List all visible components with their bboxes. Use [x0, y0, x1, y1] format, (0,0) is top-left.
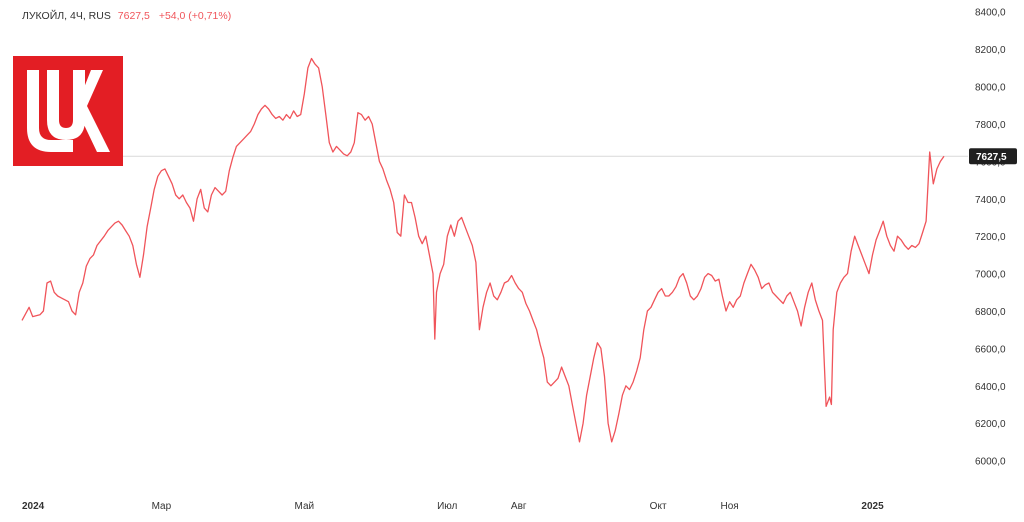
x-tick-label: Май [295, 501, 315, 512]
last-price-label: 7627,5 [117, 10, 150, 22]
x-tick-label: 2025 [861, 501, 884, 512]
y-tick-label: 6200,0 [975, 419, 1006, 430]
last-price-tag-label: 7627,5 [976, 152, 1007, 163]
y-tick-label: 6800,0 [975, 307, 1006, 318]
chart-header: ЛУКОЙЛ, 4Ч, RUS 7627,5 +54,0 (+0,71%) [22, 10, 231, 22]
y-tick-label: 6600,0 [975, 344, 1006, 355]
y-tick-label: 7000,0 [975, 270, 1006, 281]
y-tick-label: 6000,0 [975, 457, 1006, 468]
symbol-label: ЛУКОЙЛ, 4Ч, RUS [22, 10, 111, 22]
y-tick-label: 7800,0 [975, 120, 1006, 131]
y-tick-label: 8200,0 [975, 45, 1006, 56]
price-change-label: +54,0 (+0,71%) [158, 10, 232, 22]
x-tick-label: Мар [152, 501, 172, 512]
lukoil-logo [13, 56, 123, 166]
y-tick-label: 7200,0 [975, 232, 1006, 243]
y-tick-label: 8400,0 [975, 8, 1006, 19]
y-tick-label: 6400,0 [975, 382, 1006, 393]
y-tick-label: 8000,0 [975, 83, 1006, 94]
y-tick-label: 7400,0 [975, 195, 1006, 206]
price-series-line [21, 57, 945, 443]
x-tick-label: Авг [511, 501, 527, 512]
x-tick-label: 2024 [22, 501, 45, 512]
x-tick-label: Июл [437, 501, 457, 512]
last-price-tag: 7627,5 [969, 148, 1017, 165]
x-tick-label: Окт [650, 501, 667, 512]
x-tick-label: Ноя [720, 501, 738, 512]
